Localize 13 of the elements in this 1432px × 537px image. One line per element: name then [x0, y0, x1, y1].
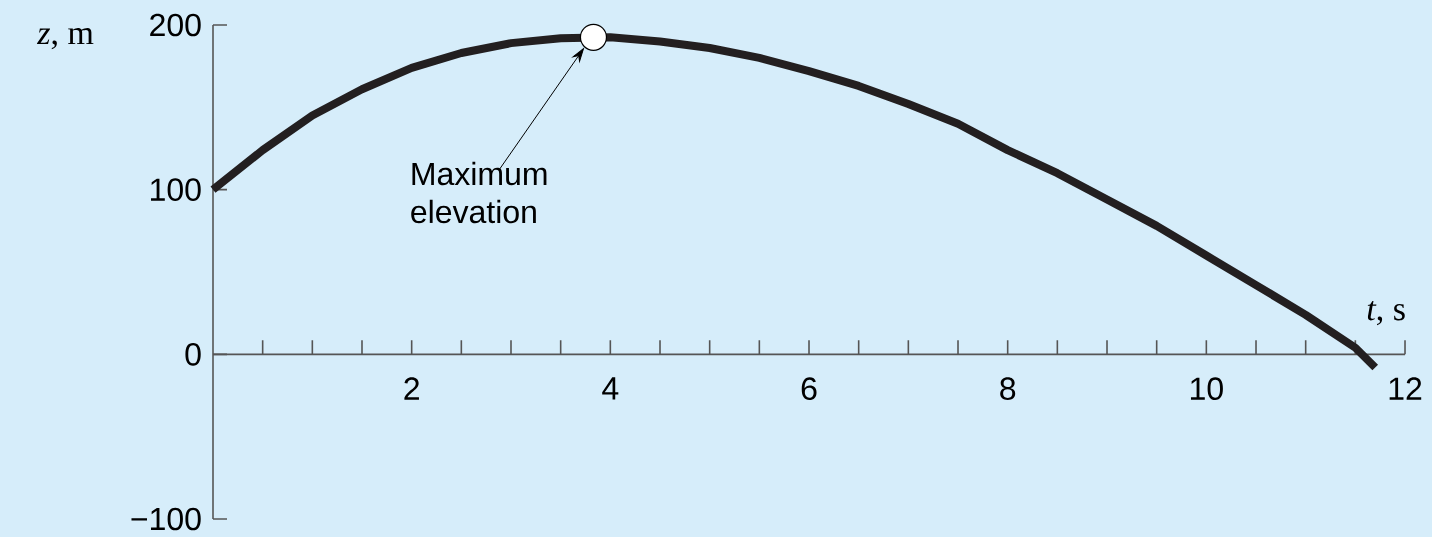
x-tick-label: 10 — [1190, 377, 1223, 401]
y-tick-label: 200 — [150, 13, 201, 37]
y-tick-label: −100 — [131, 507, 201, 531]
annotation: Maximum elevation — [411, 161, 547, 224]
y-axis-title: z, m — [36, 28, 94, 50]
y-tick-label: 100 — [151, 178, 201, 201]
x-tick-label: 8 — [1000, 377, 1016, 401]
y-tick-label: 0 — [185, 343, 201, 366]
x-tick-label: 6 — [801, 377, 817, 401]
x-tick-label: 12 — [1389, 377, 1422, 400]
x-tick-label: 2 — [404, 377, 419, 400]
x-axis-title: t, s — [1367, 300, 1405, 326]
x-tick-label: 4 — [602, 377, 619, 400]
